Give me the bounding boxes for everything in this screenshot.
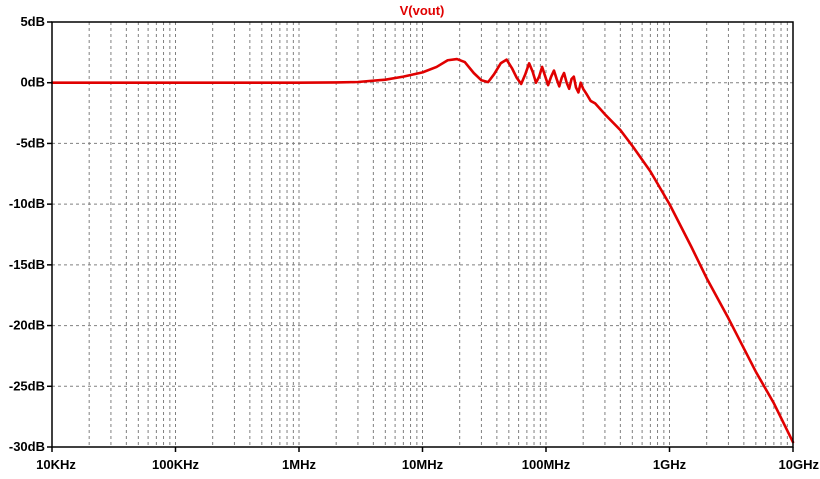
x-axis-tick-labels: 10KHz 100KHz 1MHz 10MHz 100MHz 1GHz 10GHz <box>36 447 819 472</box>
y-tick-label: -15dB <box>9 257 45 272</box>
x-tick-label: 100KHz <box>152 457 199 472</box>
grid-lines <box>51 21 794 448</box>
series-line <box>50 57 795 444</box>
x-tick-label: 1MHz <box>282 457 316 472</box>
x-tick-label: 1GHz <box>653 457 687 472</box>
x-tick-label: 10GHz <box>779 457 820 472</box>
plot-curves <box>50 57 795 444</box>
y-tick-label: -10dB <box>9 196 45 211</box>
y-tick-label: -30dB <box>9 439 45 454</box>
x-tick-label: 10KHz <box>36 457 76 472</box>
y-tick-label: -25dB <box>9 378 45 393</box>
x-tick-label: 100MHz <box>522 457 571 472</box>
chart-title: V(vout) <box>400 3 445 18</box>
y-tick-label: -5dB <box>16 135 45 150</box>
y-axis-tick-labels: 5dB 0dB -5dB -10dB -15dB -20dB -25dB -30dB <box>9 14 52 454</box>
y-tick-label: -20dB <box>9 318 45 333</box>
y-tick-label: 0dB <box>20 75 45 90</box>
y-tick-label: 5dB <box>20 14 45 29</box>
x-tick-label: 10MHz <box>402 457 444 472</box>
